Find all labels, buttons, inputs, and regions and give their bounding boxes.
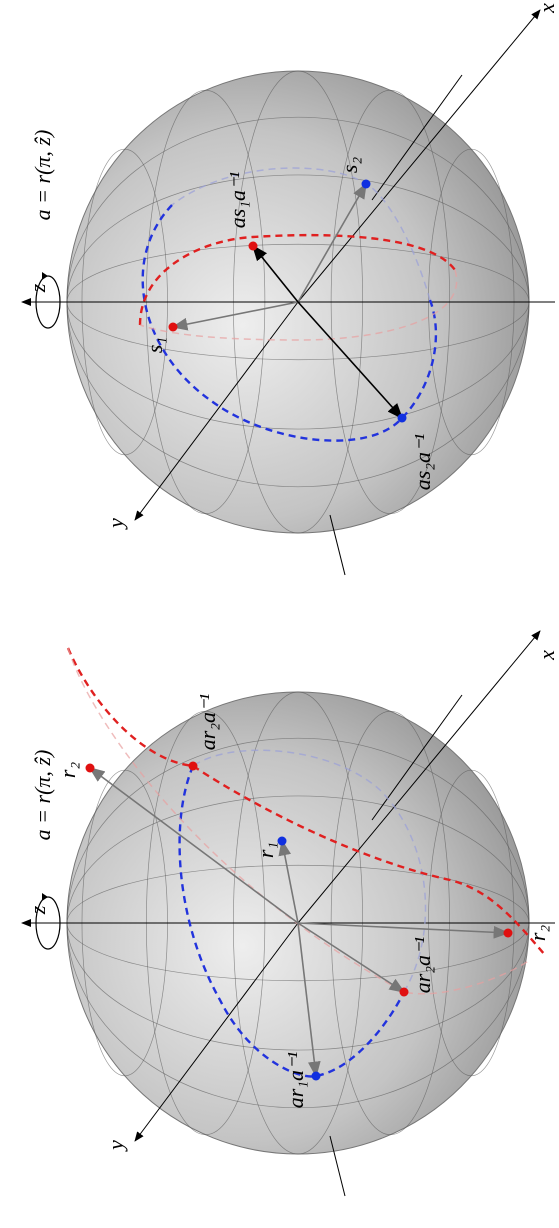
point-label: as₂a⁻¹ <box>410 434 435 490</box>
point-label: r₁ <box>253 842 278 858</box>
state-point <box>312 1072 321 1081</box>
bloch-sphere <box>22 10 555 575</box>
axis-label: x <box>534 3 559 14</box>
axis-label: z <box>25 283 50 293</box>
point-label: s₂ <box>337 157 362 174</box>
bloch-sphere <box>22 631 555 1196</box>
point-label: ar₂a⁻¹ <box>195 694 220 750</box>
state-point <box>86 764 95 773</box>
rotation-label: a = r(π, ẑ) <box>30 130 55 221</box>
point-label: ar₁a⁻¹ <box>283 1052 308 1108</box>
point-label: as₁a⁻¹ <box>225 172 250 228</box>
state-point <box>400 988 409 997</box>
state-point <box>278 837 287 846</box>
state-point <box>398 414 407 423</box>
state-point <box>362 180 371 189</box>
axis-label: z <box>25 905 50 915</box>
point-label: r₂ <box>55 762 80 779</box>
point-label: r₂ <box>525 925 550 942</box>
axis-label: y <box>103 1140 128 1152</box>
state-point <box>249 242 258 251</box>
rotation-arrow <box>42 272 48 280</box>
rotation-arrow <box>42 893 48 901</box>
point-label: s₁ <box>142 337 167 353</box>
state-point <box>169 323 178 332</box>
rotation-label: a = r(π, ẑ) <box>30 750 55 841</box>
axis-label: x <box>534 650 559 661</box>
point-label: ar₂a⁻¹ <box>410 937 435 993</box>
axis-label: y <box>103 518 128 530</box>
state-point <box>504 929 513 938</box>
figure: s₁s₂as₁a⁻¹as₂a⁻¹zxya = r(π, ẑ)r₂ar₂a⁻¹r₁… <box>0 0 559 1228</box>
state-point <box>189 762 198 771</box>
